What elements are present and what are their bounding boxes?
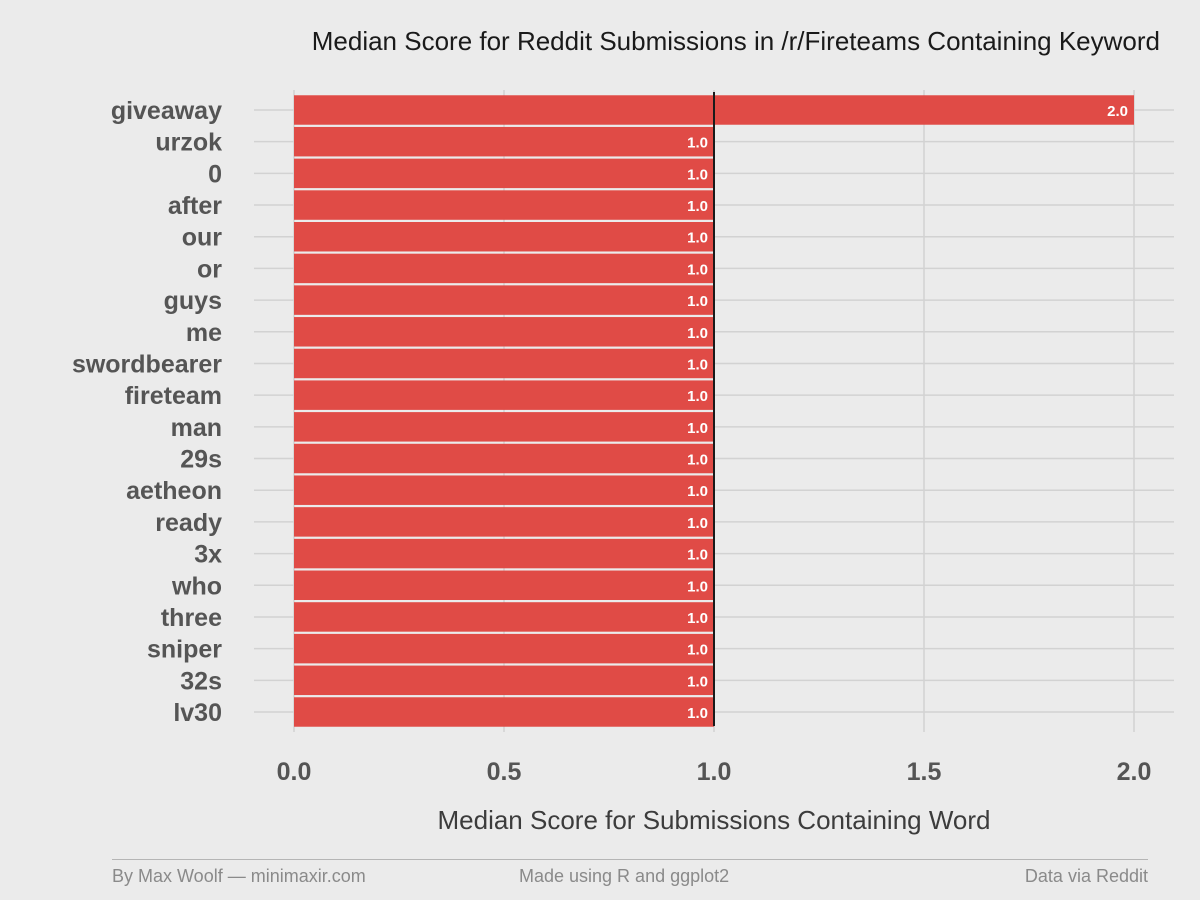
data-label: 1.0 [687, 547, 708, 564]
data-label: 1.0 [687, 515, 708, 532]
chart-title: Median Score for Reddit Submissions in /… [311, 26, 1160, 56]
bar-three [294, 602, 714, 632]
y-tick-label: our [182, 224, 223, 252]
bar-aetheon [294, 475, 714, 505]
x-tick-label: 0.0 [277, 758, 312, 786]
data-label: 1.0 [687, 356, 708, 373]
y-tick-label: or [197, 255, 222, 283]
y-tick-label: sniper [147, 636, 222, 664]
data-label: 1.0 [687, 230, 708, 247]
bar-3x [294, 538, 714, 569]
bar-who [294, 570, 714, 600]
y-tick-label: guys [164, 287, 222, 315]
y-tick-label: swordbearer [72, 350, 222, 378]
footer-divider [112, 859, 1148, 860]
bar-ready [294, 507, 714, 537]
bar-29s [294, 443, 714, 474]
data-label: 1.0 [687, 325, 708, 342]
bar-fireteam [294, 380, 714, 410]
y-tick-label: ready [155, 509, 222, 537]
x-tick-label: 1.5 [907, 758, 942, 786]
y-tick-label: giveaway [111, 97, 222, 125]
y-tick-label: after [168, 192, 222, 220]
data-label: 1.0 [687, 198, 708, 215]
data-label: 1.0 [687, 483, 708, 500]
data-label: 1.0 [687, 166, 708, 183]
data-label: 1.0 [687, 135, 708, 152]
bar-man [294, 412, 714, 442]
bar-or [294, 253, 714, 284]
bar-swordbearer [294, 348, 714, 379]
y-tick-label: who [171, 572, 222, 600]
data-label: 1.0 [687, 642, 708, 659]
y-tick-label: 0 [208, 160, 222, 188]
x-tick-label: 2.0 [1117, 758, 1152, 786]
bar-me [294, 317, 714, 347]
bar-sniper [294, 633, 714, 664]
x-axis-title: Median Score for Submissions Containing … [437, 805, 990, 835]
y-tick-label: aetheon [126, 477, 222, 505]
data-label: 1.0 [687, 578, 708, 595]
y-tick-label: me [186, 319, 222, 347]
y-tick-label: three [161, 604, 222, 632]
footer-credit: By Max Woolf — minimaxir.com [112, 866, 366, 886]
bar-urzok [294, 126, 714, 157]
y-tick-label: 32s [180, 667, 222, 695]
footer-tool-note: Made using R and ggplot2 [519, 866, 730, 886]
y-tick-label: 3x [194, 541, 222, 569]
y-tick-label: lv30 [173, 699, 222, 727]
bar-0 [294, 158, 714, 189]
bar-guys [294, 285, 714, 315]
y-tick-label: man [171, 414, 222, 442]
footer-source: Data via Reddit [1024, 866, 1148, 886]
data-label: 1.0 [687, 293, 708, 310]
data-label: 1.0 [687, 388, 708, 405]
bar-our [294, 222, 714, 252]
y-tick-label: fireteam [125, 382, 222, 410]
x-tick-label: 1.0 [697, 758, 732, 786]
bar-after [294, 190, 714, 220]
bar-32s [294, 665, 714, 696]
y-tick-label: 29s [180, 446, 222, 474]
bar-lv30 [294, 697, 714, 727]
data-label: 1.0 [687, 420, 708, 437]
data-label: 1.0 [687, 610, 708, 627]
data-label: 1.0 [687, 452, 708, 469]
data-label: 2.0 [1107, 103, 1128, 120]
x-tick-label: 0.5 [487, 758, 522, 786]
data-label: 1.0 [687, 705, 708, 722]
data-label: 1.0 [687, 673, 708, 690]
data-label: 1.0 [687, 261, 708, 278]
y-tick-label: urzok [155, 129, 222, 157]
